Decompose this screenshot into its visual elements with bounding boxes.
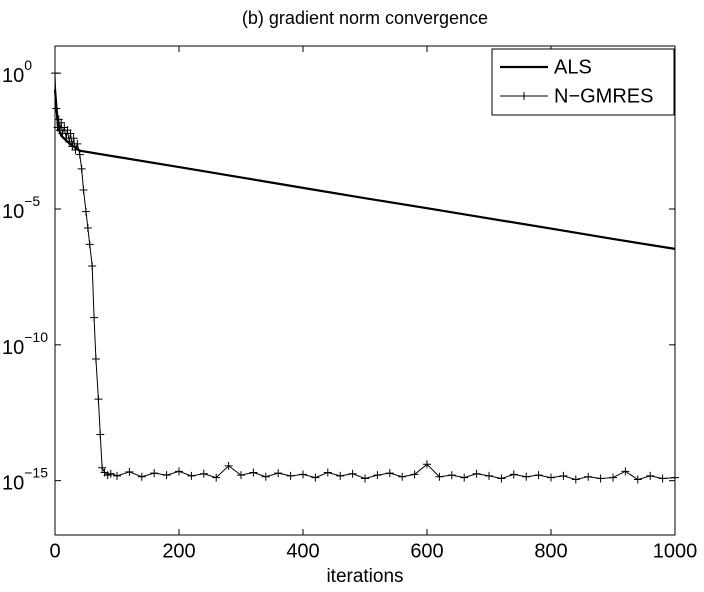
point-marker [77, 164, 86, 173]
point-marker [559, 471, 568, 480]
point-marker [497, 474, 506, 483]
point-marker [596, 474, 605, 483]
point-marker [91, 355, 100, 364]
point-marker [423, 460, 431, 469]
point-marker [336, 471, 345, 480]
point-marker [75, 150, 84, 159]
point-marker [373, 471, 382, 480]
point-marker [69, 134, 78, 143]
x-tick-label: 1000 [653, 540, 698, 562]
legend-marker [520, 92, 528, 100]
point-marker [249, 468, 258, 477]
x-tick-label: 0 [49, 540, 60, 562]
point-marker [460, 473, 469, 482]
y-tick-label: 10−15 [2, 464, 48, 495]
point-marker [175, 467, 183, 476]
chart-title: (b) gradient norm convergence [242, 8, 488, 28]
point-marker [286, 471, 295, 480]
plot-area [54, 45, 676, 536]
x-tick-label: 400 [286, 540, 319, 562]
point-marker [522, 472, 531, 481]
point-marker [509, 470, 518, 479]
point-marker [52, 104, 61, 113]
point-marker [71, 145, 80, 154]
point-marker [125, 467, 134, 476]
point-marker [348, 469, 357, 478]
point-marker [658, 474, 667, 483]
y-tick-label: 10−5 [2, 193, 40, 224]
point-marker [82, 207, 90, 216]
point-marker [571, 475, 580, 484]
point-marker [633, 475, 642, 484]
point-marker [547, 473, 555, 482]
point-marker [51, 69, 59, 78]
point-marker [65, 137, 74, 146]
point-marker [96, 430, 105, 439]
point-marker [58, 129, 67, 138]
point-marker [435, 472, 444, 481]
legend-label: ALS [554, 56, 592, 78]
legend-label: N−GMRES [554, 85, 653, 107]
point-marker [90, 313, 99, 322]
point-marker [162, 471, 171, 480]
point-marker [472, 469, 481, 478]
point-marker [85, 240, 94, 249]
point-marker [137, 472, 146, 481]
point-marker [237, 471, 245, 480]
y-tick-label: 10−10 [2, 329, 48, 360]
point-marker [113, 471, 121, 480]
point-marker [274, 469, 283, 478]
point-marker [57, 118, 66, 127]
point-marker [187, 471, 196, 480]
x-tick-label: 800 [534, 540, 567, 562]
point-marker [224, 461, 233, 470]
point-marker [485, 471, 493, 480]
y-tick-label: 100 [2, 57, 32, 88]
point-marker [150, 469, 159, 478]
point-marker [323, 468, 332, 477]
point-marker [311, 473, 320, 482]
point-marker [199, 469, 208, 478]
point-marker [646, 471, 655, 480]
x-tick-label: 200 [162, 540, 195, 562]
point-marker [83, 223, 92, 232]
point-marker [73, 139, 82, 148]
point-marker [410, 470, 419, 479]
point-marker [88, 261, 97, 270]
point-marker [447, 471, 456, 480]
point-marker [212, 473, 221, 482]
x-axis-label: iterations [326, 566, 403, 587]
point-marker [671, 473, 679, 482]
point-marker [385, 469, 394, 478]
point-marker [94, 395, 103, 404]
legend-box [491, 48, 675, 116]
point-marker [79, 186, 88, 195]
x-tick-label: 600 [410, 540, 443, 562]
point-marker [398, 472, 407, 481]
point-marker [609, 473, 617, 482]
point-marker [361, 474, 369, 483]
point-marker [98, 463, 107, 472]
point-marker [534, 471, 543, 480]
point-marker [106, 469, 115, 478]
point-marker [261, 472, 270, 481]
point-marker [299, 470, 307, 479]
point-marker [621, 467, 630, 476]
point-marker [584, 472, 593, 481]
point-marker [66, 129, 75, 138]
